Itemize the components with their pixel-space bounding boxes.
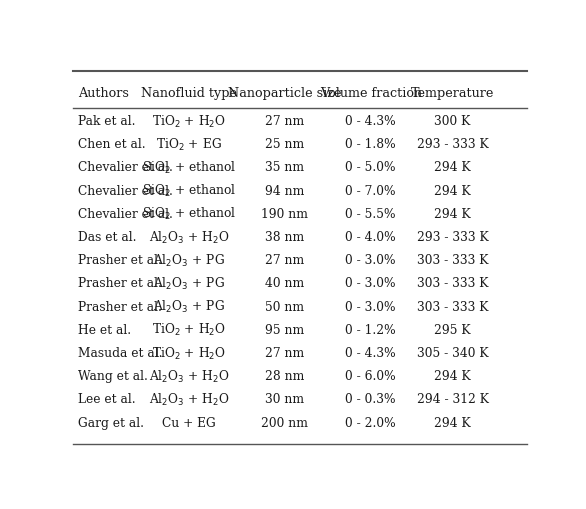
Text: TiO$_2$ + H$_2$O: TiO$_2$ + H$_2$O	[152, 322, 226, 338]
Text: Chevalier et al.: Chevalier et al.	[78, 208, 173, 221]
Text: Al$_2$O$_3$ + H$_2$O: Al$_2$O$_3$ + H$_2$O	[149, 392, 229, 408]
Text: He et al.: He et al.	[78, 324, 131, 337]
Text: 0 - 1.8%: 0 - 1.8%	[345, 138, 396, 151]
Text: Pak et al.: Pak et al.	[78, 115, 135, 128]
Text: Chen et al.: Chen et al.	[78, 138, 145, 151]
Text: Masuda et al.: Masuda et al.	[78, 347, 162, 360]
Text: 294 K: 294 K	[434, 370, 471, 383]
Text: 0 - 7.0%: 0 - 7.0%	[346, 185, 396, 197]
Text: 38 nm: 38 nm	[265, 231, 304, 244]
Text: 294 K: 294 K	[434, 185, 471, 197]
Text: Wang et al.: Wang et al.	[78, 370, 148, 383]
Text: 0 - 5.5%: 0 - 5.5%	[346, 208, 396, 221]
Text: TiO$_2$ + H$_2$O: TiO$_2$ + H$_2$O	[152, 114, 226, 130]
Text: 305 - 340 K: 305 - 340 K	[417, 347, 488, 360]
Text: 294 K: 294 K	[434, 161, 471, 175]
Text: 25 nm: 25 nm	[265, 138, 304, 151]
Text: 0 - 4.3%: 0 - 4.3%	[345, 115, 396, 128]
Text: 0 - 6.0%: 0 - 6.0%	[345, 370, 396, 383]
Text: 40 nm: 40 nm	[265, 277, 304, 291]
Text: 0 - 3.0%: 0 - 3.0%	[346, 277, 396, 291]
Text: Cu + EG: Cu + EG	[162, 416, 216, 430]
Text: 0 - 3.0%: 0 - 3.0%	[346, 254, 396, 267]
Text: 0 - 0.3%: 0 - 0.3%	[346, 393, 396, 406]
Text: 303 - 333 K: 303 - 333 K	[417, 277, 488, 291]
Text: 200 nm: 200 nm	[261, 416, 308, 430]
Text: 94 nm: 94 nm	[265, 185, 304, 197]
Text: Authors: Authors	[78, 87, 129, 100]
Text: TiO$_2$ + EG: TiO$_2$ + EG	[156, 137, 222, 153]
Text: 293 - 333 K: 293 - 333 K	[417, 231, 488, 244]
Text: 0 - 3.0%: 0 - 3.0%	[346, 301, 396, 314]
Text: Chevalier et al.: Chevalier et al.	[78, 161, 173, 175]
Text: 293 - 333 K: 293 - 333 K	[417, 138, 488, 151]
Text: Al$_2$O$_3$ + PG: Al$_2$O$_3$ + PG	[153, 276, 225, 292]
Text: 35 nm: 35 nm	[265, 161, 304, 175]
Text: TiO$_2$ + H$_2$O: TiO$_2$ + H$_2$O	[152, 346, 226, 361]
Text: Al$_2$O$_3$ + H$_2$O: Al$_2$O$_3$ + H$_2$O	[149, 230, 229, 245]
Text: Al$_2$O$_3$ + PG: Al$_2$O$_3$ + PG	[153, 299, 225, 315]
Text: 295 K: 295 K	[434, 324, 471, 337]
Text: 50 nm: 50 nm	[265, 301, 304, 314]
Text: 27 nm: 27 nm	[265, 115, 304, 128]
Text: SiO$_2$ + ethanol: SiO$_2$ + ethanol	[142, 206, 236, 222]
Text: 294 K: 294 K	[434, 208, 471, 221]
Text: Chevalier et al.: Chevalier et al.	[78, 185, 173, 197]
Text: 27 nm: 27 nm	[265, 254, 304, 267]
Text: 190 nm: 190 nm	[261, 208, 308, 221]
Text: 0 - 4.3%: 0 - 4.3%	[345, 347, 396, 360]
Text: 0 - 1.2%: 0 - 1.2%	[345, 324, 396, 337]
Text: Nanofluid type: Nanofluid type	[141, 87, 237, 100]
Text: 0 - 2.0%: 0 - 2.0%	[345, 416, 396, 430]
Text: SiO$_2$ + ethanol: SiO$_2$ + ethanol	[142, 160, 236, 176]
Text: 300 K: 300 K	[434, 115, 471, 128]
Text: Prasher et al.: Prasher et al.	[78, 301, 162, 314]
Text: Volume fraction: Volume fraction	[319, 87, 422, 100]
Text: 303 - 333 K: 303 - 333 K	[417, 254, 488, 267]
Text: 95 nm: 95 nm	[265, 324, 304, 337]
Text: Prasher et al.: Prasher et al.	[78, 277, 162, 291]
Text: Das et al.: Das et al.	[78, 231, 137, 244]
Text: Garg et al.: Garg et al.	[78, 416, 144, 430]
Text: 0 - 4.0%: 0 - 4.0%	[345, 231, 396, 244]
Text: 28 nm: 28 nm	[265, 370, 304, 383]
Text: Nanoparticle size: Nanoparticle size	[228, 87, 341, 100]
Text: 0 - 5.0%: 0 - 5.0%	[346, 161, 396, 175]
Text: Prasher et al.: Prasher et al.	[78, 254, 162, 267]
Text: Lee et al.: Lee et al.	[78, 393, 135, 406]
Text: 30 nm: 30 nm	[265, 393, 304, 406]
Text: 294 - 312 K: 294 - 312 K	[417, 393, 488, 406]
Text: Al$_2$O$_3$ + H$_2$O: Al$_2$O$_3$ + H$_2$O	[149, 369, 229, 385]
Text: 27 nm: 27 nm	[265, 347, 304, 360]
Text: 303 - 333 K: 303 - 333 K	[417, 301, 488, 314]
Text: SiO$_2$ + ethanol: SiO$_2$ + ethanol	[142, 183, 236, 199]
Text: Al$_2$O$_3$ + PG: Al$_2$O$_3$ + PG	[153, 252, 225, 269]
Text: 294 K: 294 K	[434, 416, 471, 430]
Text: Temperature: Temperature	[411, 87, 494, 100]
